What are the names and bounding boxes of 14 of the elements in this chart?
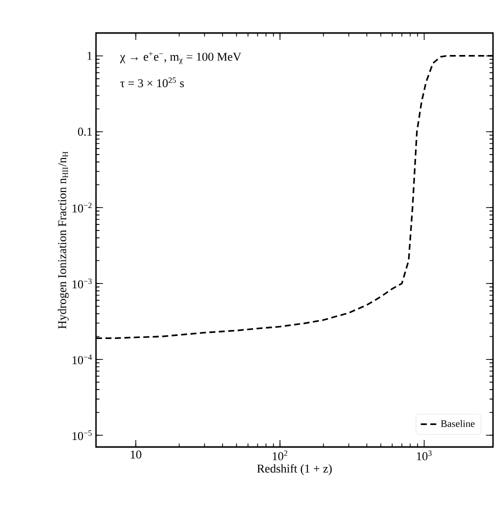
annotation: χ → e$^{+}$e$^{−}$, m$_{χ}$ = 100 MeV — [120, 52, 242, 64]
x-tick-label: 10 — [130, 450, 142, 459]
y-tick-label: 10$^{−4}$ — [72, 354, 92, 364]
y-tick-label: 10$^{−5}$ — [72, 430, 92, 440]
annotation: τ = 3 × 10$^{25}$ s — [120, 77, 184, 88]
y-tick-label: 10$^{−3}$ — [72, 278, 92, 288]
x-axis-title: Redshift (1 + z) — [257, 464, 332, 476]
y-tick-label: 0.1 — [78, 128, 92, 136]
y-axis-title: Hydrogen Ionization Fraction n$_{HII}$/n$_{H}$ — [58, 152, 69, 329]
y-tick-label: 10$^{−2}$ — [72, 202, 92, 212]
x-tick-label: 10$^{2}$ — [272, 450, 288, 460]
legend-label: Baseline — [440, 420, 475, 428]
x-tick-label: 10$^{3}$ — [417, 450, 432, 460]
y-tick-label: 1 — [88, 52, 92, 60]
